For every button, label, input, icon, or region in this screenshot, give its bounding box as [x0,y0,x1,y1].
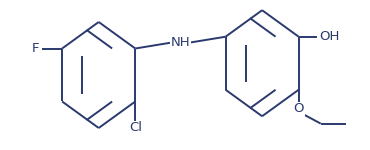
Text: OH: OH [319,30,339,43]
Text: O: O [293,102,304,115]
Text: F: F [31,42,39,55]
Text: NH: NH [171,36,190,49]
Text: Cl: Cl [129,121,142,134]
